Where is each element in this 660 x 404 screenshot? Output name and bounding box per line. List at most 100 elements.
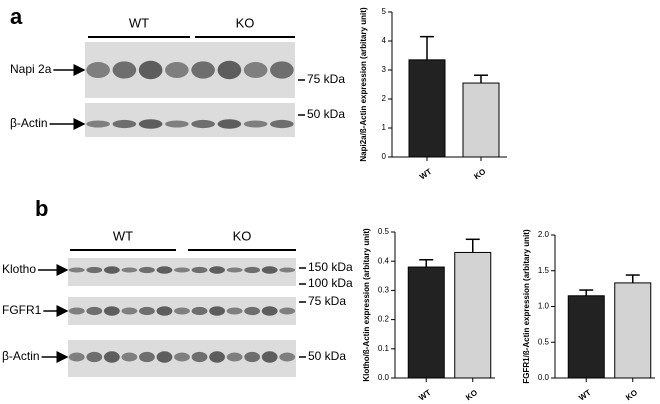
blot-band <box>86 351 103 363</box>
y-tick-label: 0.0 <box>538 373 550 382</box>
blot-band <box>103 351 120 363</box>
blot-band <box>112 61 137 79</box>
blot-band <box>226 307 243 315</box>
blot-band <box>139 266 155 274</box>
y-tick-label: 0.4 <box>378 256 390 265</box>
blot-band <box>209 351 225 363</box>
bar <box>408 59 446 158</box>
y-axis-label: Napi2a/ß-Actin expression (arbitary unit… <box>359 7 368 162</box>
blot-band <box>86 306 103 316</box>
blot-band <box>191 61 215 79</box>
row-label: β-Actin <box>10 116 48 130</box>
blot-band <box>86 120 110 128</box>
y-tick-label: 1 <box>382 123 387 132</box>
blot-band <box>174 267 190 273</box>
blot-band <box>68 352 85 362</box>
x-tick-label: KO <box>472 167 487 181</box>
blot-band <box>103 266 120 274</box>
blot-band <box>279 267 296 273</box>
blot-band <box>112 119 137 129</box>
blot-band <box>191 351 208 363</box>
blot <box>85 103 295 137</box>
blot-band <box>261 306 278 316</box>
y-tick-label: 0.0 <box>378 373 390 382</box>
blot-band <box>226 352 243 362</box>
blot-band <box>121 307 138 315</box>
y-tick-label: 1.0 <box>538 302 550 311</box>
x-tick-label: WT <box>417 388 432 403</box>
blot-band <box>209 266 225 274</box>
blot-band <box>86 62 110 78</box>
blot-band <box>279 352 296 362</box>
blot-band <box>279 307 296 315</box>
blot-band <box>174 307 190 315</box>
blot-band <box>156 266 173 274</box>
row-label: FGFR1 <box>2 303 42 317</box>
bar <box>614 282 652 379</box>
blot-band <box>165 62 189 78</box>
bar <box>454 251 492 379</box>
blot-band <box>261 351 278 363</box>
blot-band <box>243 120 268 128</box>
marker-label: 50 kDa <box>307 107 345 121</box>
y-tick-label: 0.5 <box>378 227 390 236</box>
blot-band <box>139 306 155 316</box>
blot-band <box>103 306 120 316</box>
blot-band <box>261 266 278 274</box>
group-label: KO <box>233 228 252 243</box>
marker-label: 75 kDa <box>308 294 346 308</box>
blot-band <box>68 267 85 273</box>
y-tick-label: 0.5 <box>538 337 550 346</box>
y-tick-label: 0.2 <box>378 315 390 324</box>
blot-band <box>209 306 225 316</box>
blot-band <box>191 266 208 274</box>
y-tick-label: 0 <box>382 152 387 161</box>
bar <box>462 82 500 158</box>
blot-band <box>244 351 261 363</box>
y-axis-label: FGFR1/ß-Actin expression (arbitary unit) <box>522 229 531 384</box>
panel-label: b <box>35 196 48 221</box>
blot-band <box>121 352 138 362</box>
bar <box>407 266 445 379</box>
blot-band <box>121 267 138 273</box>
group-label: WT <box>129 15 149 30</box>
y-tick-label: 3 <box>382 65 387 74</box>
group-label: KO <box>236 15 255 30</box>
blot-band <box>226 267 243 273</box>
row-label: Napi 2a <box>10 62 52 76</box>
blot-band <box>156 306 173 316</box>
blot-band <box>174 352 190 362</box>
x-tick-label: WT <box>418 167 433 182</box>
blot-band <box>68 307 85 315</box>
blot-band <box>156 351 173 363</box>
x-tick-label: KO <box>464 388 479 402</box>
blot-band <box>244 266 261 274</box>
y-tick-label: 0.3 <box>378 286 390 295</box>
row-label: Klotho <box>2 262 36 276</box>
blot-band <box>139 351 155 363</box>
y-tick-label: 5 <box>382 7 387 16</box>
blot-band <box>217 119 242 129</box>
marker-label: 150 kDa <box>308 260 353 274</box>
row-label: β-Actin <box>2 349 40 363</box>
x-tick-label: KO <box>624 388 639 402</box>
y-tick-label: 2.0 <box>538 230 550 239</box>
blot-band <box>191 119 215 129</box>
blot-band <box>217 60 242 80</box>
marker-label: 100 kDa <box>308 276 353 290</box>
blot-band <box>270 61 294 79</box>
blot-band <box>138 60 163 80</box>
y-tick-label: 4 <box>382 36 387 45</box>
x-tick-label: WT <box>577 388 592 403</box>
marker-label: 75 kDa <box>307 72 345 86</box>
group-label: WT <box>113 228 133 243</box>
y-tick-label: 0.1 <box>378 344 390 353</box>
marker-label: 50 kDa <box>308 349 346 363</box>
blot-band <box>191 306 208 316</box>
y-tick-label: 1.5 <box>538 266 550 275</box>
blot-band <box>138 119 163 129</box>
bar <box>567 295 605 379</box>
blot-band <box>244 306 261 316</box>
panel-label: a <box>10 4 23 29</box>
